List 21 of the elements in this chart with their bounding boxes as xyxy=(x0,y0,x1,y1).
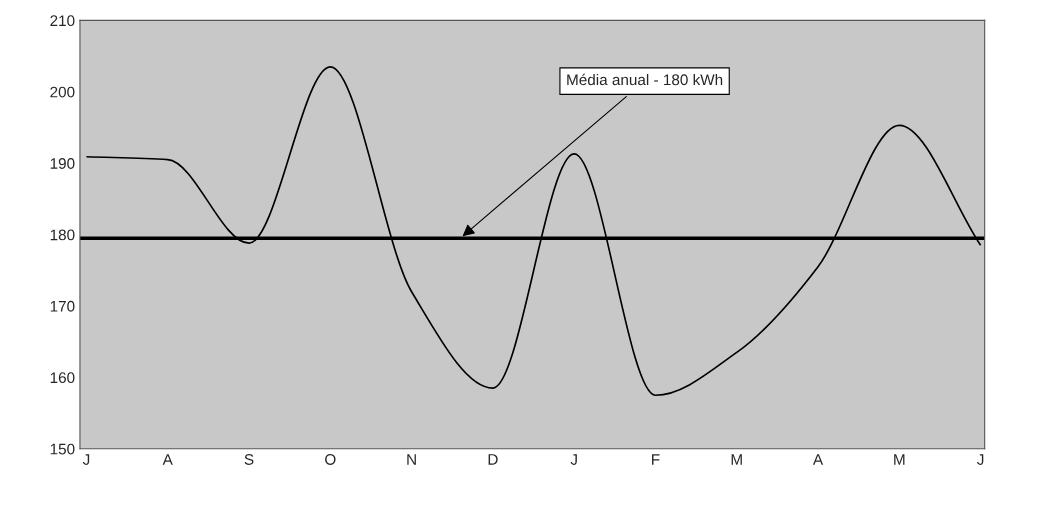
x-tick-label: F xyxy=(652,454,660,465)
y-tick-label: 180 xyxy=(50,229,75,241)
x-tick-label: M xyxy=(731,454,742,465)
y-tick-label: 160 xyxy=(50,372,75,384)
y-tick-label: 150 xyxy=(50,443,75,455)
x-tick-label: A xyxy=(812,454,824,465)
y-tick-label: 210 xyxy=(50,15,75,27)
x-tick-label: O xyxy=(325,454,336,465)
x-tick-label: D xyxy=(488,454,498,465)
x-tick-label: J xyxy=(977,454,984,465)
ref-line-label: Média anual - 180 kWh xyxy=(567,73,723,86)
y-tick-label: 200 xyxy=(50,86,75,98)
y-tick-label: 190 xyxy=(50,158,75,169)
x-tick-label: N xyxy=(407,454,416,465)
x-tick-label: A xyxy=(162,454,173,465)
x-tick-label: J xyxy=(570,454,577,465)
y-tick-label: 170 xyxy=(50,300,75,312)
x-tick-label: S xyxy=(244,454,254,465)
x-tick-label: M xyxy=(894,454,905,465)
line-series xyxy=(85,65,982,397)
x-tick-label: J xyxy=(82,454,90,465)
